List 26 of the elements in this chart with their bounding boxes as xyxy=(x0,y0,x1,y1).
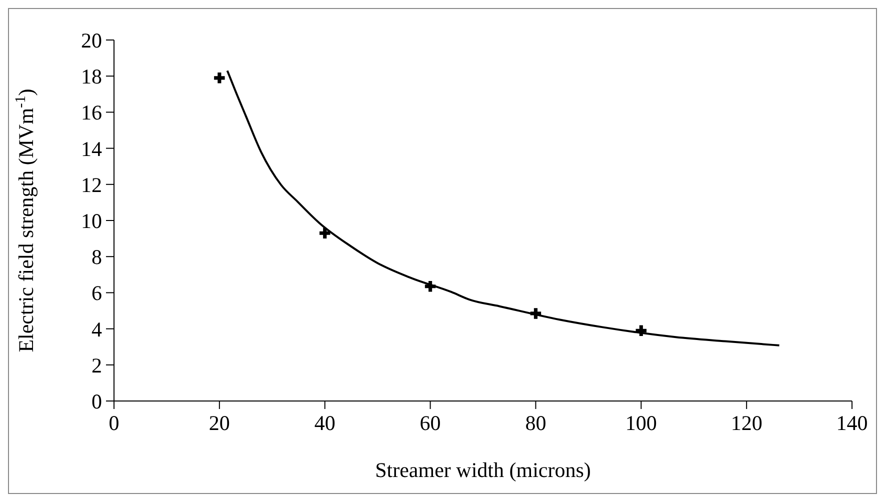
y-tick-label: 2 xyxy=(92,353,102,378)
x-tick-label: 20 xyxy=(208,410,230,435)
x-tick-label: 100 xyxy=(625,410,657,435)
point xyxy=(636,325,647,336)
y-tick-label: 12 xyxy=(81,172,102,197)
y-tick-label: 6 xyxy=(92,281,102,306)
point xyxy=(424,281,436,292)
x-tick-label: 40 xyxy=(314,410,336,435)
x-tick-label: 80 xyxy=(525,410,546,435)
y-tick-label: 0 xyxy=(92,389,102,414)
x-tick-label: 0 xyxy=(108,410,120,435)
point xyxy=(530,308,542,319)
x-tick-label: 60 xyxy=(420,410,441,435)
y-tick-label: 8 xyxy=(92,245,102,270)
y-tick-label: 16 xyxy=(81,100,102,125)
y-tick-label: 4 xyxy=(92,317,102,342)
y-tick-label: 20 xyxy=(81,28,102,52)
point xyxy=(214,72,225,84)
y-tick-label: 18 xyxy=(81,64,102,89)
x-axis-title: Streamer width (microns) xyxy=(375,458,591,482)
y-tick-label: 14 xyxy=(81,136,102,161)
x-tick-label: 120 xyxy=(730,410,762,435)
x-tick-label: 140 xyxy=(836,410,868,435)
y-tick-label: 10 xyxy=(81,208,102,233)
line-series xyxy=(226,70,780,346)
point xyxy=(319,228,330,238)
